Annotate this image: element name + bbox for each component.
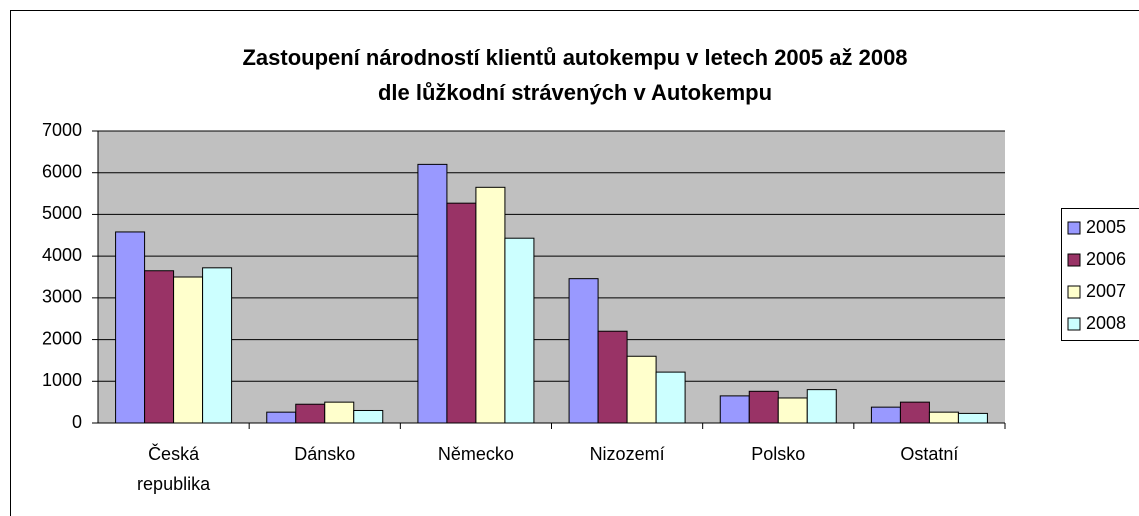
bar bbox=[446, 202, 477, 424]
bar bbox=[115, 231, 146, 424]
x-tick-label-line: Ostatní bbox=[900, 444, 958, 464]
chart-title: Zastoupení národností klientů autokempu … bbox=[242, 45, 907, 70]
y-tick-label: 3000 bbox=[42, 287, 82, 307]
y-tick-label: 6000 bbox=[42, 161, 82, 181]
bar bbox=[806, 389, 837, 424]
x-tick-label-line: Nizozemí bbox=[590, 444, 665, 464]
y-tick-label: 5000 bbox=[42, 203, 82, 223]
bar bbox=[173, 276, 204, 424]
x-tick-label: Dánsko bbox=[294, 444, 355, 464]
x-tick-label-line: Česká bbox=[148, 443, 200, 464]
bar bbox=[266, 411, 297, 424]
legend-swatch bbox=[1067, 317, 1081, 331]
bar bbox=[928, 411, 959, 424]
legend-swatch bbox=[1067, 221, 1081, 235]
bar bbox=[504, 237, 535, 424]
chart-title: dle lůžkodní strávených v Autokempu bbox=[378, 80, 772, 105]
legend-swatch bbox=[1067, 253, 1081, 267]
plot-area bbox=[98, 131, 1005, 423]
bar bbox=[655, 371, 686, 424]
y-tick-label: 7000 bbox=[42, 120, 82, 140]
bar bbox=[957, 412, 988, 424]
x-tick-label-line: republika bbox=[137, 474, 211, 494]
bar bbox=[417, 163, 448, 424]
bar bbox=[202, 267, 233, 424]
x-tick-label-line: Polsko bbox=[751, 444, 805, 464]
bar bbox=[144, 270, 175, 424]
legend-label: 2005 bbox=[1086, 217, 1126, 237]
bar bbox=[295, 403, 326, 424]
x-tick-label: Německo bbox=[438, 444, 514, 464]
y-tick-label: 0 bbox=[72, 412, 82, 432]
x-tick-label: Česká republika bbox=[137, 443, 211, 494]
legend-label: 2007 bbox=[1086, 281, 1126, 301]
x-tick-label: Nizozemí bbox=[590, 444, 665, 464]
x-tick-label-line: Německo bbox=[438, 444, 514, 464]
y-tick-label: 2000 bbox=[42, 328, 82, 348]
bar bbox=[899, 401, 930, 424]
x-tick-label: Polsko bbox=[751, 444, 805, 464]
y-tick-label: 1000 bbox=[42, 370, 82, 390]
legend-label: 2006 bbox=[1086, 249, 1126, 269]
x-tick-label: Ostatní bbox=[900, 444, 958, 464]
bar bbox=[324, 401, 355, 424]
bar bbox=[777, 397, 808, 424]
y-tick-label: 4000 bbox=[42, 245, 82, 265]
bar bbox=[568, 278, 599, 424]
bar bbox=[626, 355, 657, 424]
bar bbox=[748, 390, 779, 424]
x-tick-label-line: Dánsko bbox=[294, 444, 355, 464]
bar bbox=[475, 186, 506, 424]
legend-swatch bbox=[1067, 285, 1081, 299]
bar bbox=[870, 406, 901, 424]
legend-label: 2008 bbox=[1086, 313, 1126, 333]
bar bbox=[719, 395, 750, 424]
bar bbox=[597, 330, 628, 424]
bar bbox=[353, 409, 384, 424]
